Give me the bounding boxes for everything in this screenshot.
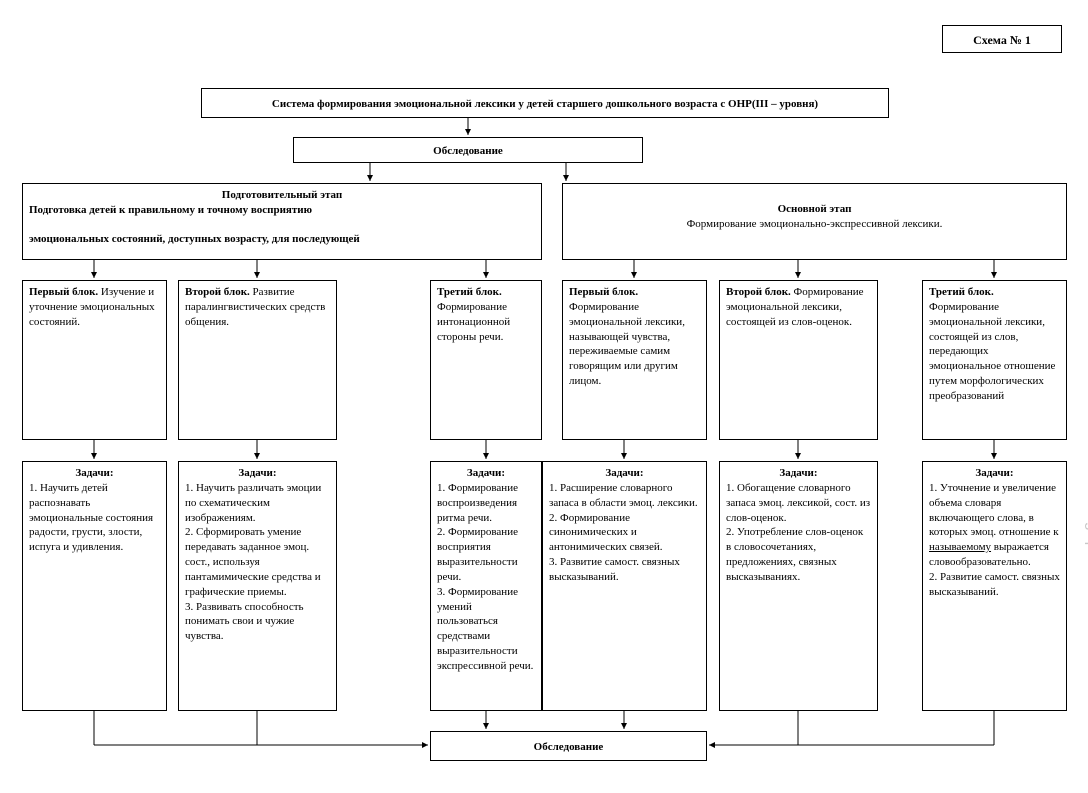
block-4-title: Первый блок. bbox=[569, 286, 638, 298]
tasks-5-text: 1. Обогащение словарного запаса эмоц. ле… bbox=[726, 481, 871, 585]
block-3-text: Формирование интонационной стороны речи. bbox=[437, 301, 510, 343]
stage-main-box: Основной этап Формирование эмоционально-… bbox=[562, 183, 1067, 260]
stage-prep-sub2: эмоциональных состояний, доступных возра… bbox=[29, 232, 535, 247]
stage-prep-sub: Подготовка детей к правильному и точному… bbox=[29, 203, 535, 218]
tasks-3-label: Задачи: bbox=[437, 466, 535, 481]
watermark: logoped.ru bbox=[1084, 507, 1088, 593]
exam-bottom-text: Обследование bbox=[534, 741, 604, 753]
tasks-2: Задачи: 1. Научить различать эмоции по с… bbox=[178, 461, 337, 711]
block-1-title: Первый блок. bbox=[29, 286, 98, 298]
block-4-text: Формирование эмоциональной лексики, назы… bbox=[569, 301, 685, 387]
tasks-5-label: Задачи: bbox=[726, 466, 871, 481]
block-2-title: Второй блок. bbox=[185, 286, 250, 298]
title-text: Система формирования эмоциональной лекси… bbox=[272, 98, 818, 110]
tasks-6-text: 1. Уточнение и увеличение объема словаря… bbox=[929, 481, 1060, 600]
stage-prep-box: Подготовительный этап Подготовка детей к… bbox=[22, 183, 542, 260]
schema-label: Схема № 1 bbox=[942, 25, 1062, 53]
tasks-6: Задачи: 1. Уточнение и увеличение объема… bbox=[922, 461, 1067, 711]
tasks-5: Задачи: 1. Обогащение словарного запаса … bbox=[719, 461, 878, 711]
title-box: Система формирования эмоциональной лекси… bbox=[201, 88, 889, 118]
stage-main-title: Основной этап bbox=[569, 202, 1060, 217]
tasks-4-label: Задачи: bbox=[549, 466, 700, 481]
underlined-word: называемому bbox=[929, 541, 991, 553]
block-2: Второй блок. Развитие паралингвистически… bbox=[178, 280, 337, 440]
block-3: Третий блок. Формирование интонационной … bbox=[430, 280, 542, 440]
block-6: Третий блок. Формирование эмоциональной … bbox=[922, 280, 1067, 440]
tasks-4-text: 1. Расширение словарного запаса в област… bbox=[549, 481, 700, 585]
stage-main-sub: Формирование эмоционально-экспрессивной … bbox=[569, 217, 1060, 232]
stage-prep-title: Подготовительный этап bbox=[29, 188, 535, 203]
block-4: Первый блок. Формирование эмоциональной … bbox=[562, 280, 707, 440]
block-6-title: Третий блок. bbox=[929, 286, 994, 298]
block-6-text: Формирование эмоциональной лексики, сост… bbox=[929, 301, 1055, 402]
tasks-3: Задачи: 1. Формирование воспроизведения … bbox=[430, 461, 542, 711]
tasks-3-text: 1. Формирование воспроизведения ритма ре… bbox=[437, 481, 535, 674]
tasks-4: Задачи: 1. Расширение словарного запаса … bbox=[542, 461, 707, 711]
tasks-1-label: Задачи: bbox=[29, 466, 160, 481]
exam-top-text: Обследование bbox=[433, 145, 503, 157]
tasks-1: Задачи: 1. Научить детей распознавать эм… bbox=[22, 461, 167, 711]
schema-label-text: Схема № 1 bbox=[973, 33, 1031, 47]
block-3-title: Третий блок. bbox=[437, 286, 502, 298]
block-5: Второй блок. Формирование эмоциональной … bbox=[719, 280, 878, 440]
tasks-1-text: 1. Научить детей распознавать эмоциональ… bbox=[29, 481, 160, 555]
tasks-2-text: 1. Научить различать эмоции по схематиче… bbox=[185, 481, 330, 644]
exam-bottom-box: Обследование bbox=[430, 731, 707, 761]
tasks-6-label: Задачи: bbox=[929, 466, 1060, 481]
tasks-2-label: Задачи: bbox=[185, 466, 330, 481]
block-5-title: Второй блок. bbox=[726, 286, 791, 298]
exam-top-box: Обследование bbox=[293, 137, 643, 163]
block-1: Первый блок. Изучение и уточнение эмоцио… bbox=[22, 280, 167, 440]
